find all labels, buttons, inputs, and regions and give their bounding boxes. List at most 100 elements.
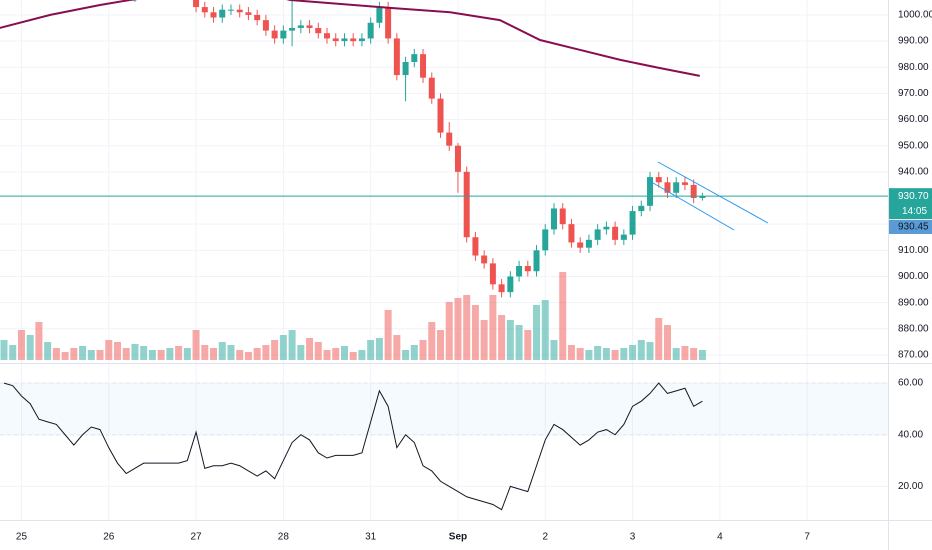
candle-body (236, 9, 243, 13)
candle-body (664, 182, 671, 193)
candle-body (367, 22, 374, 39)
volume-bar (70, 348, 78, 360)
candle-body (385, 7, 392, 39)
volume-bar (9, 345, 17, 360)
volume-bar (105, 340, 113, 360)
candle-body (280, 30, 287, 39)
candle-body (673, 182, 680, 193)
volume-bar (87, 350, 95, 360)
y-tick-label: 940.00 (898, 166, 929, 177)
candle-body (454, 145, 461, 172)
candle-body (647, 177, 654, 206)
rsi-line (3, 382, 703, 511)
candle-body (655, 177, 662, 183)
candle-body (585, 239, 592, 248)
y-tick-label: 870.00 (898, 350, 929, 361)
candle-body (612, 226, 619, 240)
x-tick-label: 25 (16, 532, 28, 543)
volume-bar (122, 348, 130, 360)
channel-line (647, 179, 735, 231)
volume-bar (690, 348, 698, 360)
volume-bar (515, 325, 523, 360)
volume-bar (358, 350, 366, 360)
candle-body (507, 276, 514, 293)
volume-bar (253, 348, 261, 360)
x-tick-label: 28 (278, 532, 290, 543)
candle-body (411, 54, 418, 62)
volume-bar (393, 335, 401, 360)
rsi-tick-label: 60.00 (898, 378, 923, 389)
candle-body (350, 38, 357, 42)
volume-bar (210, 348, 218, 360)
candle-body (638, 205, 645, 212)
volume-bar (620, 348, 628, 360)
volume-bar (236, 350, 244, 360)
x-tick-label: 3 (630, 532, 636, 543)
volume-bar (244, 352, 252, 360)
last-price-tag (889, 188, 932, 220)
volume-bar (349, 352, 357, 360)
candle-body (690, 184, 697, 199)
candle-body (620, 234, 627, 240)
candle-body (297, 25, 304, 28)
volume-bar (655, 318, 663, 360)
volume-bar (61, 352, 69, 360)
channel-line (657, 161, 769, 224)
volume-bar (585, 350, 593, 360)
volume-bar (140, 346, 148, 360)
volume-bar (201, 345, 209, 360)
volume-bar (323, 350, 331, 360)
candle-body (699, 196, 706, 199)
candle-body (210, 12, 217, 18)
volume-bar (384, 310, 392, 360)
volume-bar (471, 305, 479, 360)
candle-body (472, 237, 479, 256)
volume-bar (698, 350, 706, 360)
volume-bar (297, 345, 305, 360)
volume-bar (340, 346, 348, 360)
volume-bar (166, 348, 174, 360)
volume-bar (288, 330, 296, 360)
candle-body (524, 266, 531, 272)
candle-body (533, 250, 540, 272)
price-layer (0, 0, 888, 298)
volume-bar (367, 340, 375, 360)
x-tick-label: 4 (717, 532, 723, 543)
candle-body (341, 38, 348, 42)
rsi-band (0, 383, 888, 435)
volume-bar (524, 330, 532, 360)
volume-bar (567, 345, 575, 360)
volume-bar (489, 295, 497, 360)
candle-body (489, 263, 496, 285)
candle-body (516, 266, 523, 277)
volume-bar (279, 335, 287, 360)
candle-body (271, 30, 278, 39)
axis-layer: 25 26 27 28 31 Sep 2 3 4 7 1000.00 990.00 980.00 970.… (16, 10, 932, 543)
y-tick-label: 900.00 (898, 271, 929, 282)
volume-bar (26, 335, 34, 360)
x-tick-label: 2 (542, 532, 548, 543)
candle-body (393, 38, 400, 76)
candle-body (201, 7, 208, 13)
y-tick-label: 960.00 (898, 114, 929, 125)
volume-bar (480, 320, 488, 360)
volume-bar (192, 330, 200, 360)
x-tick-label: 27 (190, 532, 202, 543)
candle-body (219, 9, 226, 18)
x-tick-label: 7 (804, 532, 810, 543)
other-price-label: 930.45 (898, 222, 929, 233)
candle-body (568, 224, 575, 243)
candle-body (629, 211, 636, 235)
volume-bar (646, 342, 654, 360)
candle-body (463, 171, 470, 238)
y-tick-label: 970.00 (898, 88, 929, 99)
candle-body (603, 226, 610, 230)
candle-body (227, 9, 234, 11)
candle-body (254, 14, 261, 21)
moving-average (0, 0, 700, 77)
candle-body (481, 255, 488, 264)
countdown-label: 14:05 (902, 206, 927, 217)
y-tick-label: 890.00 (898, 297, 929, 308)
rsi-layer (3, 382, 703, 511)
volume-bar (0, 340, 8, 360)
